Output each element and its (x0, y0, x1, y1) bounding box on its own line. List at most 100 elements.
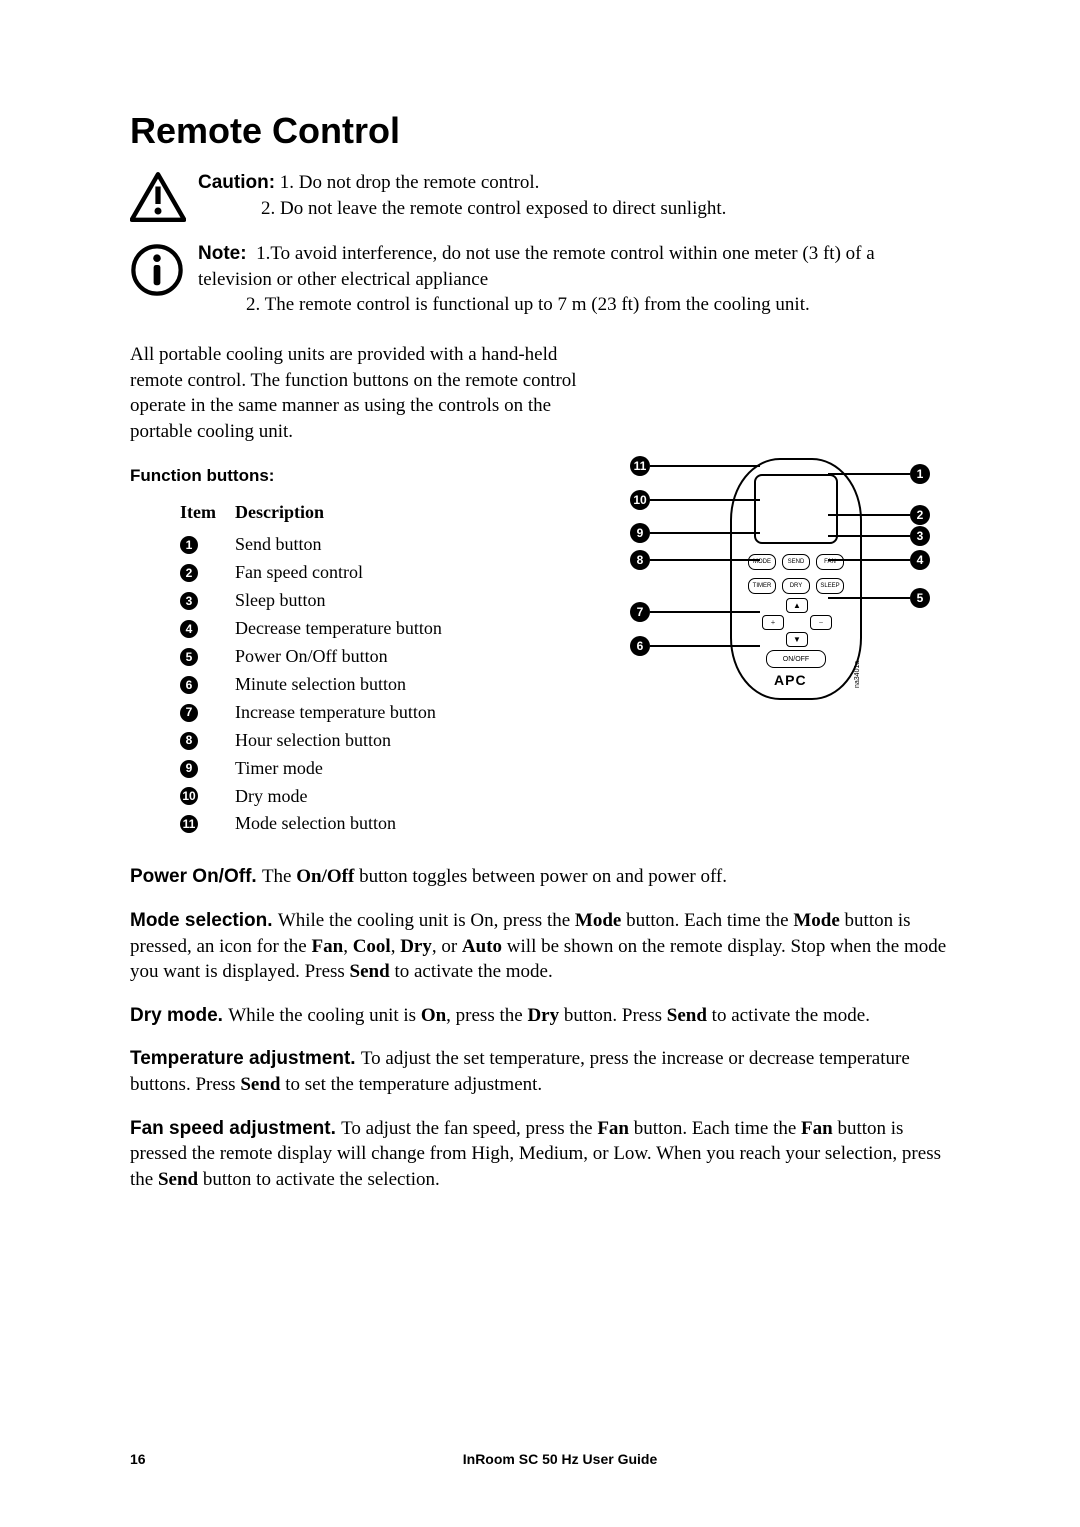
remote-logo: APC (774, 672, 807, 688)
item-number-icon: 7 (180, 704, 198, 722)
fan-section: Fan speed adjustment. To adjust the fan … (130, 1116, 950, 1193)
callout-bubble: 10 (630, 490, 650, 510)
item-description: Increase temperature button (235, 699, 436, 727)
mode-b1: Mode (575, 910, 621, 931)
temp-section: Temperature adjustment. To adjust the se… (130, 1046, 950, 1097)
caution-lead: Caution: (198, 172, 275, 193)
leader-line (828, 535, 910, 537)
note-line2: 2. The remote control is functional up t… (198, 294, 810, 315)
power-b1: On/Off (296, 866, 354, 887)
remote-btn-onoff: ON/OFF (766, 650, 826, 668)
item-description: Sleep button (235, 587, 326, 615)
power-section: Power On/Off. The On/Off button toggles … (130, 864, 950, 890)
page-number: 16 (130, 1451, 170, 1467)
fb-header-item: Item (180, 502, 235, 523)
leader-line (828, 559, 910, 561)
remote-btn-min-dn-icon: ▼ (786, 632, 808, 647)
temp-t2: to set the temperature adjustment. (280, 1074, 542, 1095)
fan-lead: Fan speed adjustment. (130, 1118, 341, 1139)
mode-t1: While the cooling unit is On, press the (278, 910, 575, 931)
item-description: Hour selection button (235, 727, 391, 755)
leader-line (828, 597, 910, 599)
leader-line (650, 465, 760, 467)
mode-b2: Mode (793, 910, 839, 931)
note-lead: Note: (198, 243, 247, 264)
fan-t2: button. Each time the (629, 1118, 801, 1139)
remote-arrow-pad: ▲ + − ▼ (760, 598, 832, 646)
fan-t1: To adjust the fan speed, press the (341, 1118, 597, 1139)
mode-b6: Auto (462, 936, 502, 957)
leader-line (650, 559, 760, 561)
dry-b1: On (421, 1005, 446, 1026)
footer-title: InRoom SC 50 Hz User Guide (170, 1451, 950, 1467)
mode-t6: , or (432, 936, 462, 957)
callout-bubble: 7 (630, 602, 650, 622)
item-description: Mode selection button (235, 810, 396, 838)
dry-t4: to activate the mode. (707, 1005, 870, 1026)
remote-btn-hr-up-icon: ▲ (786, 598, 808, 613)
fb-row: 11 Mode selection button (180, 810, 950, 838)
item-number-icon: 9 (180, 760, 198, 778)
mode-t2: button. Each time the (621, 910, 793, 931)
callout-bubble: 4 (910, 550, 930, 570)
intro-paragraph: All portable cooling units are provided … (130, 342, 581, 445)
mode-b4: Cool (353, 936, 391, 957)
item-description: Power On/Off button (235, 643, 388, 671)
callout-bubble: 6 (630, 636, 650, 656)
callout-bubble: 8 (630, 550, 650, 570)
mode-b7: Send (350, 961, 390, 982)
mode-b3: Fan (312, 936, 344, 957)
fb-row: 9Timer mode (180, 755, 950, 783)
item-description: Dry mode (235, 783, 307, 811)
fan-b2: Fan (801, 1118, 833, 1139)
remote-outline: MODE SEND FAN TIMER DRY SLEEP ▲ + − ▼ ON… (730, 458, 862, 700)
item-number-icon: 6 (180, 676, 198, 694)
dry-b3: Send (667, 1005, 707, 1026)
remote-btn-timer: TIMER (748, 578, 776, 594)
fb-row: 8 Hour selection button (180, 727, 950, 755)
dry-section: Dry mode. While the cooling unit is On, … (130, 1003, 950, 1029)
leader-line (650, 645, 760, 647)
leader-line (650, 499, 760, 501)
mode-t5: , (391, 936, 401, 957)
fan-b3: Send (158, 1169, 198, 1190)
power-t1: button toggles between power on and powe… (354, 866, 727, 887)
warning-triangle-icon (130, 170, 188, 227)
fb-header-desc: Description (235, 502, 324, 523)
mode-b5: Dry (400, 936, 432, 957)
temp-lead: Temperature adjustment. (130, 1048, 361, 1069)
callout-bubble: 1 (910, 464, 930, 484)
item-number-icon: 1 (180, 536, 198, 554)
item-number-icon: 8 (180, 732, 198, 750)
leader-line (828, 514, 910, 516)
callout-bubble: 2 (910, 505, 930, 525)
remote-btn-mode: MODE (748, 554, 776, 570)
leader-line (650, 532, 760, 534)
item-number-icon: 11 (180, 815, 198, 833)
item-description: Decrease temperature button (235, 615, 442, 643)
mode-t4: , (343, 936, 353, 957)
fan-b1: Fan (597, 1118, 629, 1139)
note-line1: 1.To avoid interference, do not use the … (198, 243, 875, 290)
info-circle-icon (130, 241, 188, 302)
dry-t1: While the cooling unit is (228, 1005, 421, 1026)
item-number-icon: 2 (180, 564, 198, 582)
remote-btn-temp-dn-icon: − (810, 615, 832, 630)
mode-t8: to activate the mode. (390, 961, 553, 982)
leader-line (828, 473, 910, 475)
caution-line1: 1. Do not drop the remote control. (280, 172, 540, 193)
figure-id-label: na3401a (854, 661, 861, 688)
dry-t2: , press the (446, 1005, 527, 1026)
item-number-icon: 3 (180, 592, 198, 610)
callout-bubble: 5 (910, 588, 930, 608)
mode-section: Mode selection. While the cooling unit i… (130, 908, 950, 985)
callout-bubble: 11 (630, 456, 650, 476)
remote-btn-dry: DRY (782, 578, 810, 594)
caution-callout: Caution: 1. Do not drop the remote contr… (130, 170, 950, 227)
page-title: Remote Control (130, 110, 950, 152)
dry-b2: Dry (527, 1005, 559, 1026)
item-number-icon: 4 (180, 620, 198, 638)
power-lead: Power On/Off. (130, 866, 262, 887)
callout-bubble: 3 (910, 526, 930, 546)
remote-btn-fan: FAN (816, 554, 844, 570)
